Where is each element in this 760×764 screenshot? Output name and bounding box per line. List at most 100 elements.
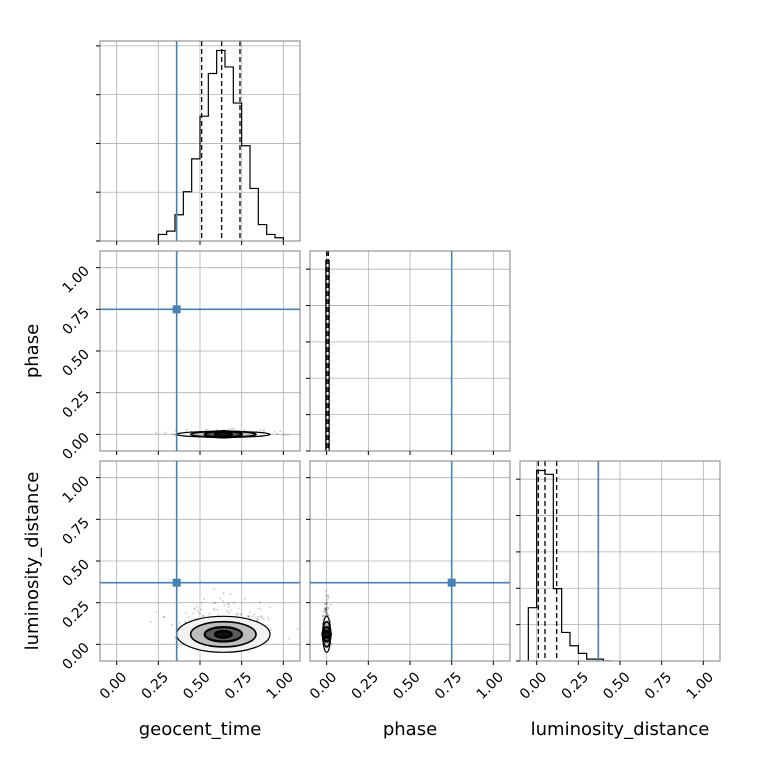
scatter-point	[222, 592, 225, 595]
scatter-point	[325, 614, 328, 617]
x-tick-label: 0.75	[642, 669, 675, 702]
scatter-point	[324, 607, 327, 610]
scatter-point	[234, 428, 237, 431]
scatter-point	[251, 615, 254, 618]
scatter-point	[202, 615, 205, 618]
contour-level-3	[213, 430, 233, 439]
y-tick-label: 1.00	[59, 473, 92, 506]
scatter-point	[232, 427, 235, 430]
scatter-point	[325, 593, 328, 596]
scatter-point	[326, 604, 329, 607]
scatter-point	[247, 615, 250, 618]
y-tick-label: 0.25	[59, 388, 92, 421]
scatter-point	[324, 607, 327, 610]
scatter-point	[227, 602, 230, 605]
scatter-point	[226, 603, 229, 606]
scatter-point	[196, 605, 199, 608]
scatter-point	[240, 613, 243, 616]
scatter-point	[329, 603, 332, 606]
x-tick-label: 0.75	[432, 669, 465, 702]
scatter-point	[322, 610, 325, 613]
scatter-point	[321, 614, 324, 617]
scatter-point	[327, 595, 330, 598]
scatter-point	[208, 612, 211, 615]
scatter-point	[324, 610, 327, 613]
scatter-point	[213, 601, 216, 604]
y-tick-label: 0.50	[59, 557, 92, 590]
scatter-point	[296, 627, 299, 630]
scatter-point	[248, 615, 251, 618]
scatter-point	[213, 602, 216, 605]
scatter-point	[325, 608, 328, 611]
panel-luminosity_distance-vs-luminosity_distance	[520, 461, 720, 661]
scatter-point	[276, 433, 279, 436]
scatter-point	[267, 618, 270, 621]
x-tick-label: 0.00	[517, 669, 550, 702]
scatter-point	[321, 616, 324, 619]
scatter-point	[164, 431, 167, 434]
scatter-point	[325, 603, 328, 606]
scatter-point	[323, 607, 326, 610]
scatter-point	[260, 429, 263, 432]
scatter-point	[327, 607, 330, 610]
scatter-point	[219, 597, 222, 600]
panel-luminosity_distance-vs-phase	[310, 461, 510, 661]
scatter-point	[227, 612, 230, 615]
scatter-point	[193, 607, 196, 610]
y-axis-label-phase: phase	[22, 324, 43, 378]
histogram-phase	[325, 259, 330, 451]
panel-phase-vs-phase	[310, 251, 510, 451]
scatter-point	[192, 612, 195, 615]
scatter-point	[254, 616, 257, 619]
scatter-point	[149, 620, 152, 623]
scatter-point	[193, 608, 196, 611]
scatter-point	[162, 616, 165, 619]
scatter-point	[239, 613, 242, 616]
x-axis-label-phase: phase	[383, 719, 437, 740]
scatter-point	[171, 432, 174, 435]
scatter-point	[200, 601, 203, 604]
scatter-point	[260, 615, 263, 618]
scatter-point	[325, 602, 328, 605]
scatter-point	[256, 618, 259, 621]
scatter-point	[326, 606, 329, 609]
x-axis-label-geocent_time: geocent_time	[139, 719, 262, 740]
scatter-point	[327, 614, 330, 617]
scatter-point	[257, 607, 260, 610]
scatter-point	[325, 599, 328, 602]
scatter-point	[253, 613, 256, 616]
scatter-point	[235, 612, 238, 615]
x-tick-label: 0.00	[307, 669, 340, 702]
scatter-point	[326, 612, 329, 615]
scatter-point	[229, 592, 232, 595]
scatter-point	[262, 617, 265, 620]
scatter-point	[267, 616, 270, 619]
scatter-point	[243, 597, 246, 600]
scatter-point	[260, 617, 263, 620]
x-axis-label-luminosity_distance: luminosity_distance	[531, 719, 710, 740]
scatter-point	[325, 601, 328, 604]
scatter-point	[269, 628, 272, 631]
panel-luminosity_distance-vs-geocent_time	[100, 461, 300, 661]
scatter-point	[327, 597, 330, 600]
x-tick-label: 0.50	[600, 669, 633, 702]
scatter-point	[323, 608, 326, 611]
scatter-point	[324, 602, 327, 605]
scatter-point	[163, 616, 166, 619]
scatter-point	[324, 609, 327, 612]
scatter-point	[222, 600, 225, 603]
y-tick-label: 0.00	[59, 640, 92, 673]
scatter-point	[154, 431, 157, 434]
x-tick-label: 1.00	[474, 669, 507, 702]
scatter-point	[203, 598, 206, 601]
scatter-point	[178, 621, 181, 624]
scatter-point	[323, 603, 326, 606]
scatter-point	[268, 606, 271, 609]
scatter-point	[155, 611, 158, 614]
scatter-point	[263, 428, 266, 431]
scatter-point	[323, 615, 326, 618]
scatter-point	[202, 614, 205, 617]
x-tick-label: 0.00	[97, 669, 130, 702]
